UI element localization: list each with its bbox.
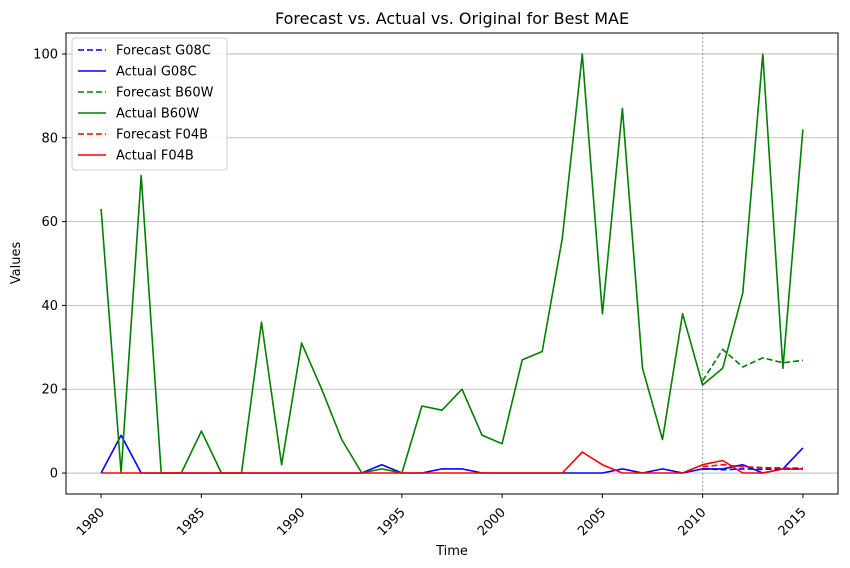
- y-tick-label: 100: [33, 47, 58, 62]
- legend-label-forecast-f04b: Forecast F04B: [116, 128, 208, 143]
- plot-frame: [65, 32, 839, 495]
- chart-title: Forecast vs. Actual vs. Original for Bes…: [275, 9, 629, 28]
- legend-label-actual-b60w: Actual B60W: [116, 107, 199, 122]
- series-line-forecast-g08c: [702, 468, 803, 471]
- y-tick-label: 80: [41, 131, 58, 146]
- series-layer: [100, 53, 804, 474]
- series-line-actual-f04b: [101, 451, 803, 474]
- legend-label-forecast-g08c: Forecast G08C: [116, 44, 211, 59]
- series-line-actual-b60w: [100, 53, 804, 474]
- y-axis-title: Values: [9, 242, 24, 285]
- y-tick-label: 60: [41, 215, 58, 230]
- legend-label-actual-f04b: Actual F04B: [116, 149, 194, 164]
- y-tick-label: 0: [50, 467, 58, 482]
- legend-label-forecast-b60w: Forecast B60W: [116, 86, 214, 101]
- y-tick-label: 40: [41, 299, 58, 314]
- x-axis-title: Time: [435, 544, 468, 559]
- legend-box: [71, 37, 228, 171]
- y-tick-label: 20: [41, 383, 58, 398]
- series-line-forecast-f04b: [702, 463, 803, 469]
- series-line-forecast-b60w: [701, 348, 803, 382]
- y-axis: 0 20 40 60 80 100: [33, 47, 66, 482]
- legend: Forecast G08C Actual G08C Forecast B60W Act…: [71, 37, 228, 171]
- legend-label-actual-g08c: Actual G08C: [116, 65, 197, 80]
